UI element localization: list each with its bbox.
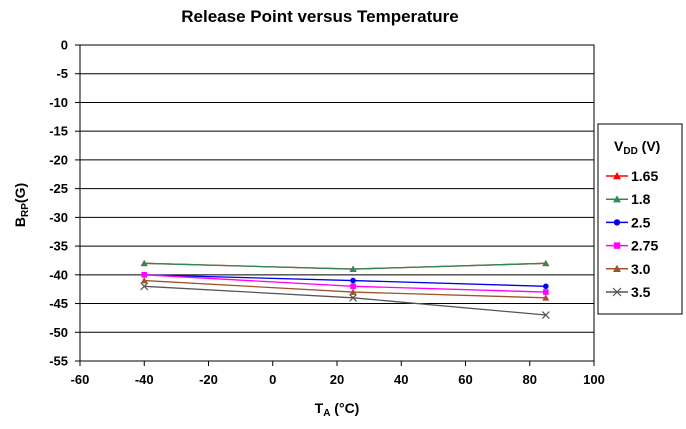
series-lines [140,259,550,319]
y-axis-ticks: 0 -5 -10 -15 -20 -25 -30 -35 -40 -45 -50 -55 [49,38,80,369]
legend: VDD (V) 1.65 1.8 2.5 2.75 3.0 3.5 [597,123,683,315]
legend-item: 1.65 [606,168,658,184]
legend-marker [613,172,621,180]
legend-marker [613,195,621,203]
data-point [543,283,549,290]
y-tick-label: -30 [49,210,68,225]
y-tick-label: -25 [49,181,68,196]
legend-item: 2.75 [606,238,658,254]
x-tick-label: 20 [330,372,344,387]
legend-marker [613,264,621,272]
data-point [542,259,550,267]
legend-title: VDD (V) [614,138,660,157]
y-tick-label: -40 [49,267,68,282]
data-point [350,277,356,284]
legend-items: 1.65 1.8 2.5 2.75 3.0 3.5 [606,168,658,300]
y-tick-label: 0 [61,38,68,53]
y-tick-label: -5 [56,66,68,81]
y-axis-label: BRP(G) [12,183,31,227]
series-3.5 [140,282,550,319]
y-tick-label: -15 [49,124,68,139]
legend-marker [612,287,622,297]
legend-item: 2.5 [606,214,651,230]
x-axis-label: TA (°C) [315,400,360,419]
data-point [140,259,148,267]
legend-label: 2.5 [631,214,651,230]
series-1.65 [140,259,550,272]
series-3.0 [140,277,550,301]
legend-label: 3.5 [631,284,651,300]
legend-box [597,123,683,315]
y-tick-label: -35 [49,239,68,254]
legend-label: 2.75 [631,238,658,254]
data-point [542,294,550,301]
data-point [349,265,357,272]
series-1.8 [140,259,550,272]
legend-marker [613,242,621,249]
data-point [140,282,149,291]
x-tick-label: -20 [199,372,218,387]
data-point [350,283,356,290]
x-tick-label: -40 [135,372,154,387]
gridlines [80,44,594,362]
data-point [349,288,357,295]
legend-marker [613,219,621,226]
legend-label: 1.65 [631,168,658,184]
series-line [144,262,546,270]
x-tick-label: -60 [71,372,90,387]
x-axis-ticks: -60 -40 -20 0 20 40 60 80 100 [71,361,605,387]
legend-label: 3.0 [631,261,651,277]
y-tick-label: -20 [49,152,68,167]
legend-item: 3.0 [606,261,651,277]
data-point [541,311,550,319]
plot-frame [79,44,595,362]
legend-label: 1.8 [631,191,651,207]
data-point [349,293,357,302]
data-point [141,272,148,278]
x-tick-label: 40 [394,372,408,387]
x-tick-label: 80 [523,372,537,387]
x-tick-label: 0 [269,372,276,387]
legend-item: 1.8 [606,191,651,207]
y-tick-label: -50 [49,325,68,340]
data-point [543,289,549,295]
data-point [140,277,148,284]
y-tick-label: -10 [49,95,68,110]
chart-title: Release Point versus Temperature [181,7,458,26]
series-line [144,274,546,287]
x-tick-label: 60 [458,372,472,387]
legend-item: 3.5 [606,284,651,300]
series-2.75 [141,272,549,295]
y-tick-label: -55 [49,354,68,369]
x-tick-label: 100 [583,372,605,387]
y-tick-label: -45 [49,296,68,311]
